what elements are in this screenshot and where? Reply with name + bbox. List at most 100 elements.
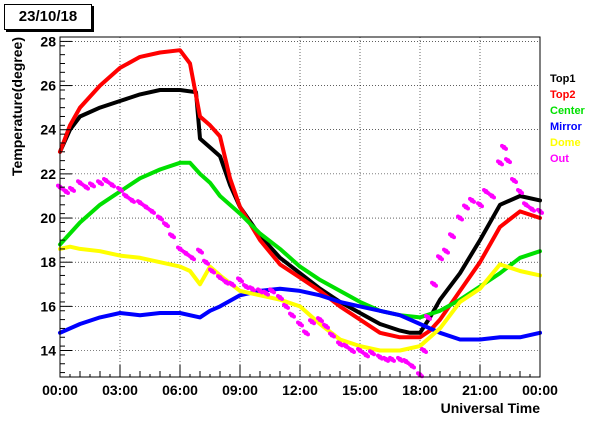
out-data-point: [328, 331, 332, 336]
out-data-point: [286, 305, 290, 310]
y-tick-label: 28: [40, 33, 56, 49]
y-tick-label: 24: [40, 122, 56, 138]
out-data-point: [162, 221, 166, 226]
out-data-point: [516, 188, 520, 193]
out-data-point: [510, 177, 514, 182]
out-data-point: [412, 365, 416, 370]
y-tick-label: 16: [40, 298, 56, 314]
out-data-point: [522, 201, 526, 206]
out-data-point: [82, 183, 86, 188]
out-data-point: [88, 181, 92, 186]
out-data-point: [514, 180, 518, 185]
out-data-point: [228, 280, 232, 285]
x-tick-label: 06:00: [162, 382, 198, 398]
out-data-point: [128, 196, 132, 201]
x-tick-label: 18:00: [402, 382, 438, 398]
out-data-point: [520, 191, 524, 196]
out-data-point: [476, 201, 480, 206]
out-data-point: [504, 157, 508, 162]
out-data-point: [168, 232, 172, 237]
x-tick-label: 00:00: [522, 382, 558, 398]
out-data-point: [442, 247, 446, 252]
out-data-point: [282, 302, 286, 307]
out-data-point: [62, 188, 66, 193]
out-data-point: [192, 257, 196, 262]
out-data-point: [92, 184, 96, 189]
out-data-point: [504, 146, 508, 151]
out-data-point: [216, 274, 220, 279]
out-data-point: [68, 185, 72, 190]
mirror-line: [58, 286, 542, 342]
out-data-point: [352, 350, 356, 355]
out-data-point: [66, 191, 70, 196]
out-data-point: [460, 217, 464, 222]
out-data-point: [200, 250, 204, 255]
series-out: [56, 143, 544, 379]
x-tick-label: 00:00: [42, 382, 78, 398]
out-data-point: [152, 210, 156, 215]
out-data-point: [448, 232, 452, 237]
out-data-point: [292, 314, 296, 319]
series-center: [58, 160, 542, 320]
out-data-point: [252, 288, 256, 293]
x-tick-label: 21:00: [462, 382, 498, 398]
out-data-point: [424, 350, 428, 355]
out-data-point: [240, 279, 244, 284]
out-data-point: [266, 292, 270, 297]
out-data-point: [120, 188, 124, 193]
out-data-point: [336, 340, 340, 345]
out-data-point: [280, 297, 284, 302]
out-data-point: [466, 206, 470, 211]
plot-series: [56, 48, 544, 379]
out-data-point: [500, 162, 504, 167]
out-data-point: [312, 321, 316, 326]
series-top2: [58, 48, 542, 340]
out-data-point: [208, 267, 212, 272]
out-data-point: [396, 355, 400, 360]
out-data-point: [196, 247, 200, 252]
out-data-point: [368, 349, 372, 354]
y-axis: 14 16 18 20 22 24 26 28: [40, 33, 72, 374]
out-data-point: [430, 280, 434, 285]
y-tick-label: 26: [40, 78, 56, 94]
out-data-point: [236, 276, 240, 281]
out-data-point: [348, 347, 352, 352]
y-tick-label: 14: [40, 343, 56, 359]
out-data-point: [452, 235, 456, 240]
out-data-point: [456, 214, 460, 219]
out-data-point: [308, 318, 312, 323]
out-data-point: [160, 217, 164, 222]
out-data-point: [276, 294, 280, 299]
legend-entry-top2: Top2: [550, 89, 575, 101]
out-data-point: [76, 179, 80, 184]
out-data-point: [342, 342, 346, 347]
legend-entry-top1: Top1: [550, 73, 575, 85]
out-data-point: [382, 355, 386, 360]
legend-entry-dome: Dome: [550, 137, 581, 149]
out-data-point: [122, 192, 126, 197]
x-tick-label: 09:00: [222, 382, 258, 398]
series-top1: [58, 88, 542, 335]
out-data-point: [182, 249, 186, 254]
out-data-point: [500, 143, 504, 148]
out-data-point: [56, 183, 60, 188]
out-data-point: [480, 204, 484, 209]
out-data-point: [316, 316, 320, 321]
legend-entry-out: Out: [550, 153, 569, 165]
out-data-point: [212, 270, 216, 275]
out-data-point: [256, 287, 260, 292]
out-data-point: [268, 287, 272, 292]
out-data-point: [468, 196, 472, 201]
out-data-point: [462, 203, 466, 208]
out-data-point: [372, 352, 376, 357]
legend: Top1 Top2 Center Mirror Dome Out: [550, 73, 586, 165]
out-data-point: [72, 188, 76, 193]
out-data-point: [242, 282, 246, 287]
out-data-point: [420, 347, 424, 352]
out-data-point: [156, 214, 160, 219]
top2-line: [58, 48, 542, 340]
out-data-point: [206, 261, 210, 266]
out-data-point: [96, 179, 100, 184]
out-data-point: [424, 313, 428, 318]
out-data-point: [296, 320, 300, 325]
